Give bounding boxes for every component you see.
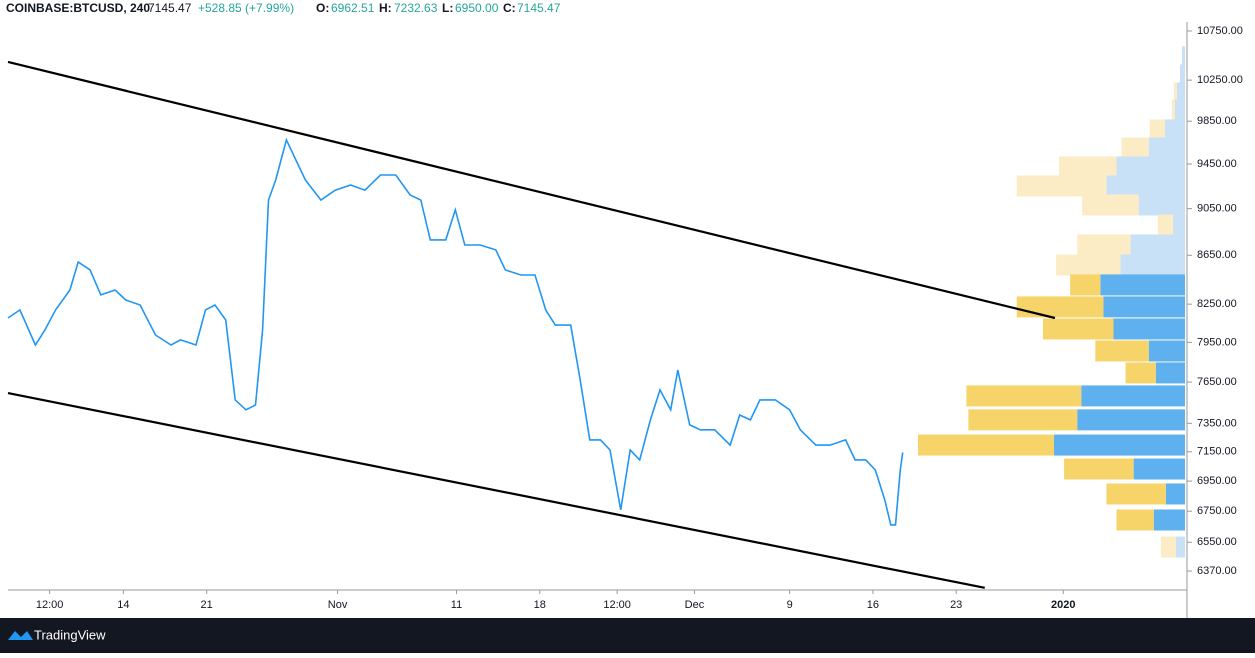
x-tick-label: 11 (451, 599, 462, 611)
volume-buy (1155, 362, 1185, 384)
volume-buy (1116, 156, 1185, 178)
high-label: H: (379, 1, 392, 15)
volume-buy (1054, 434, 1185, 456)
high: 7232.63 (394, 1, 438, 15)
x-tick-label: 9 (787, 599, 793, 611)
open: 6962.51 (331, 1, 375, 15)
volume-sell (1116, 509, 1154, 531)
x-tick-label: Nov (328, 599, 348, 611)
brand-logo (8, 631, 33, 640)
volume-buy (1138, 194, 1185, 216)
volume-sell (1173, 82, 1177, 104)
y-tick-label: 7650.00 (1197, 376, 1237, 388)
volume-sell (1064, 458, 1134, 480)
close: 7145.47 (517, 1, 561, 15)
volume-sell (1171, 99, 1175, 121)
volume-sell (1059, 156, 1117, 178)
volume-sell (1016, 175, 1107, 197)
low-label: L: (442, 1, 453, 15)
x-tick-label: 12:00 (36, 599, 64, 611)
volume-buy (1153, 509, 1185, 531)
y-tick-label: 6370.00 (1197, 565, 1237, 577)
y-tick-label: 9050.00 (1197, 203, 1237, 215)
volume-sell (918, 434, 1055, 456)
y-tick-label: 6550.00 (1197, 536, 1237, 548)
y-tick-label: 9450.00 (1197, 158, 1237, 170)
volume-buy (1179, 64, 1185, 86)
y-tick-label: 10250.00 (1197, 74, 1243, 86)
y-tick-label: 9850.00 (1197, 115, 1237, 127)
price-line (7, 137, 904, 526)
y-tick-label: 6750.00 (1197, 505, 1237, 517)
volume-buy (1164, 119, 1185, 141)
y-tick-label: 8650.00 (1197, 249, 1237, 261)
x-tick-label: 21 (201, 599, 213, 611)
volume-sell (1077, 234, 1131, 256)
volume-buy (1103, 296, 1185, 318)
volume-sell (1121, 137, 1149, 159)
y-tick-label: 6950.00 (1197, 475, 1237, 487)
volume-buy (1174, 99, 1185, 121)
volume-buy (1172, 214, 1185, 236)
volume-buy (1148, 340, 1185, 362)
volume-sell (1056, 254, 1121, 276)
trendline (7, 391, 985, 589)
header: COINBASE:BTCUSD, 240 7145.47 +528.85 (+7… (6, 1, 561, 15)
volume-sell (968, 409, 1078, 431)
volume-sell (1149, 119, 1165, 141)
volume-sell (1095, 340, 1149, 362)
x-tick-label: 16 (867, 599, 879, 611)
x-tick-label: Dec (685, 599, 705, 611)
volume-sell (1016, 296, 1104, 318)
y-tick-label: 7350.00 (1197, 417, 1237, 429)
last-price: 7145.47 (148, 1, 192, 15)
volume-buy (1130, 234, 1185, 256)
volume-buy (1181, 46, 1185, 68)
footer-bar (0, 618, 1255, 653)
change: +528.85 (+7.99%) (198, 1, 294, 15)
x-tick-label: 2020 (1051, 599, 1075, 611)
volume-sell (1070, 274, 1101, 296)
close-label: C: (503, 1, 516, 15)
volume-buy (1120, 254, 1185, 276)
y-tick-label: 7150.00 (1197, 446, 1237, 458)
volume-buy (1100, 274, 1185, 296)
symbol: COINBASE:BTCUSD, 240 (6, 1, 150, 15)
volume-buy (1175, 536, 1185, 558)
volume-buy (1106, 175, 1185, 197)
x-tick-label: 23 (950, 599, 962, 611)
x-tick-label: 18 (534, 599, 546, 611)
volume-sell (1160, 536, 1176, 558)
volume-sell (1042, 318, 1114, 340)
volume-sell (1157, 214, 1173, 236)
y-tick-label: 7950.00 (1197, 336, 1237, 348)
volume-sell (966, 385, 1082, 407)
volume-buy (1176, 82, 1185, 104)
low: 6950.00 (455, 1, 499, 15)
trendline (7, 60, 1056, 320)
volume-buy (1148, 137, 1185, 159)
volume-buy (1081, 385, 1185, 407)
x-tick-label: 12:00 (603, 599, 631, 611)
volume-sell (1125, 362, 1156, 384)
x-tick-label: 14 (117, 599, 129, 611)
volume-buy (1165, 483, 1185, 505)
volume-buy (1133, 458, 1185, 480)
open-label: O: (316, 1, 329, 15)
volume-buy (1077, 409, 1185, 431)
volume-sell (1082, 194, 1139, 216)
y-tick-label: 8250.00 (1197, 298, 1237, 310)
volume-sell (1106, 483, 1166, 505)
volume-buy (1113, 318, 1185, 340)
y-tick-label: 10750.00 (1197, 25, 1243, 37)
brand[interactable]: TradingView (34, 627, 106, 642)
